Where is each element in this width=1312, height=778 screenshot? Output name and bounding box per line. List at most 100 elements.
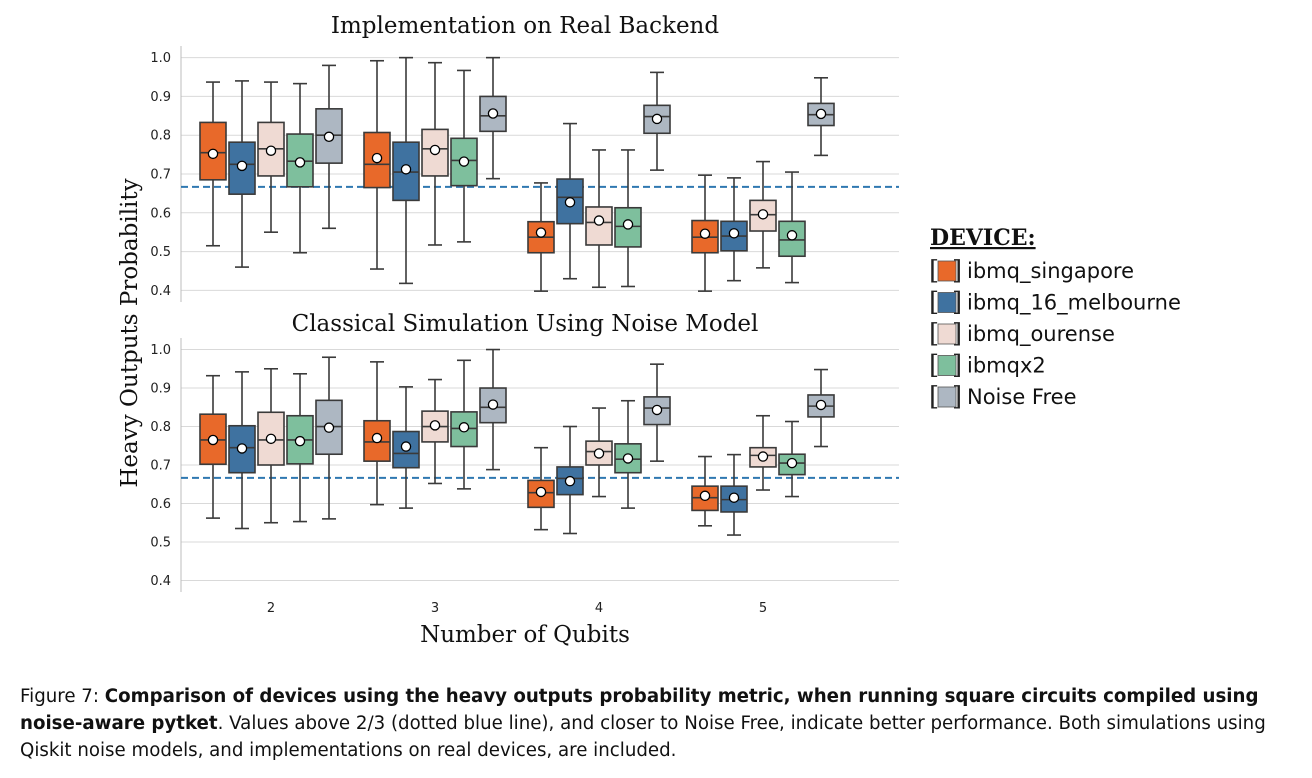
legend-bracket: [ — [929, 319, 939, 349]
mean-marker — [236, 443, 248, 454]
box-ibmqx2 — [614, 149, 642, 288]
box-ibmq-ourense — [749, 414, 777, 491]
mean-marker — [535, 486, 547, 498]
box-ibmq-16-melbourne — [556, 425, 584, 535]
mean-marker — [265, 145, 277, 156]
mean-marker — [699, 228, 711, 239]
box-ibmqx2 — [614, 399, 642, 509]
figure-chart: Implementation on Real Backend 0.4 0.5 0.6 0… — [117, 13, 1181, 648]
box-body — [614, 443, 642, 474]
box-ibmq-singapore — [363, 361, 391, 506]
legend-bracket: ] — [952, 256, 962, 286]
box-ibmq-16-melbourne — [392, 386, 420, 509]
panel-title: Classical Simulation Using Noise Model — [292, 311, 759, 337]
box-ibmq-16-melbourne — [392, 56, 420, 285]
x-tick-label: 5 — [759, 601, 767, 616]
box-body — [585, 206, 613, 246]
box-ibmq-ourense — [749, 160, 777, 269]
legend-bracket: [ — [929, 256, 939, 286]
mean-marker — [757, 451, 769, 462]
box-body — [643, 396, 671, 426]
mean-marker — [207, 148, 219, 160]
y-tick-label: 0.6 — [150, 206, 171, 221]
box-ibmq-ourense — [585, 407, 613, 498]
box-ibmq-singapore — [199, 81, 227, 247]
caption-rest: . Values above 2/3 (dotted blue line), a… — [20, 713, 1266, 761]
mean-marker — [429, 420, 441, 431]
box-ibmq-16-melbourne — [228, 80, 256, 268]
y-tick-label: 0.7 — [150, 459, 171, 474]
figure-caption: Figure 7: Comparison of devices using th… — [20, 683, 1305, 764]
legend-bracket: ] — [952, 288, 962, 318]
mean-marker — [535, 227, 547, 238]
mean-marker — [400, 164, 412, 175]
box-noise-free — [643, 363, 671, 462]
mean-marker — [265, 433, 277, 445]
mean-marker — [458, 422, 470, 433]
y-tick-label: 0.5 — [150, 245, 171, 260]
legend-bracket: [ — [929, 288, 939, 318]
y-tick-label: 0.9 — [150, 382, 171, 397]
mean-marker — [699, 490, 711, 502]
legend-swatch — [937, 355, 957, 376]
box-ibmq-16-melbourne — [720, 177, 748, 282]
legend: DEVICE: [] ibmq_singapore[] ibmq_16_melbou… — [929, 225, 1181, 412]
mean-marker — [236, 160, 248, 172]
panel-real-backend: Implementation on Real Backend 0.4 0.5 0.6 0… — [150, 13, 899, 302]
mean-marker — [786, 230, 798, 241]
mean-marker — [371, 432, 383, 444]
panel-title: Implementation on Real Backend — [331, 13, 719, 39]
mean-marker — [757, 209, 769, 220]
y-tick-label: 0.5 — [150, 535, 171, 550]
y-tick-label: 0.8 — [150, 420, 171, 435]
mean-marker — [622, 453, 634, 464]
box-ibmq-ourense — [257, 81, 285, 233]
mean-marker — [815, 108, 827, 120]
legend-swatch — [937, 292, 957, 313]
mean-marker — [458, 156, 470, 167]
x-tick-label: 4 — [595, 601, 603, 616]
mean-marker — [487, 108, 499, 119]
caption-prefix: Figure 7: — [20, 686, 105, 707]
legend-bracket: ] — [952, 351, 962, 381]
box-ibmq-singapore — [691, 174, 719, 292]
box-ibmq-16-melbourne — [556, 122, 584, 280]
mean-marker — [564, 197, 576, 208]
x-axis-label: Number of Qubits — [420, 622, 630, 648]
box-ibmq-ourense — [421, 61, 449, 246]
box-ibmqx2 — [450, 69, 478, 243]
legend-swatch — [937, 323, 957, 345]
caption-bold: Comparison of devices using the heavy ou… — [20, 686, 1259, 734]
box-noise-free — [315, 64, 343, 230]
mean-marker — [564, 475, 576, 487]
box-noise-free — [479, 56, 507, 180]
legend-bracket: ] — [952, 319, 962, 349]
box-ibmq-16-melbourne — [720, 453, 748, 536]
mean-marker — [651, 404, 663, 416]
legend-label: Noise Free — [967, 385, 1077, 409]
y-tick-label: 0.9 — [150, 90, 171, 105]
legend-bracket: [ — [929, 351, 939, 381]
legend-label: ibmq_singapore — [967, 259, 1134, 284]
box-noise-free — [643, 71, 671, 171]
box-ibmqx2 — [450, 359, 478, 490]
box-ibmq-singapore — [363, 59, 391, 270]
legend-title: DEVICE: — [930, 225, 1036, 251]
mean-marker — [593, 215, 605, 226]
mean-marker — [323, 422, 335, 433]
box-noise-free — [479, 348, 507, 471]
y-tick-label: 0.4 — [150, 574, 171, 589]
legend-swatch — [937, 386, 957, 408]
box-noise-free — [315, 356, 343, 520]
box-ibmq-singapore — [527, 182, 555, 292]
x-tick-label: 3 — [431, 601, 439, 616]
box-ibmq-singapore — [691, 455, 719, 527]
legend-bracket: ] — [952, 382, 962, 412]
mean-marker — [728, 228, 740, 239]
mean-marker — [651, 113, 663, 125]
box-body — [614, 206, 642, 248]
box-ibmqx2 — [778, 171, 806, 284]
box-ibmq-ourense — [257, 367, 285, 524]
mean-marker — [487, 399, 499, 410]
mean-marker — [323, 131, 335, 143]
